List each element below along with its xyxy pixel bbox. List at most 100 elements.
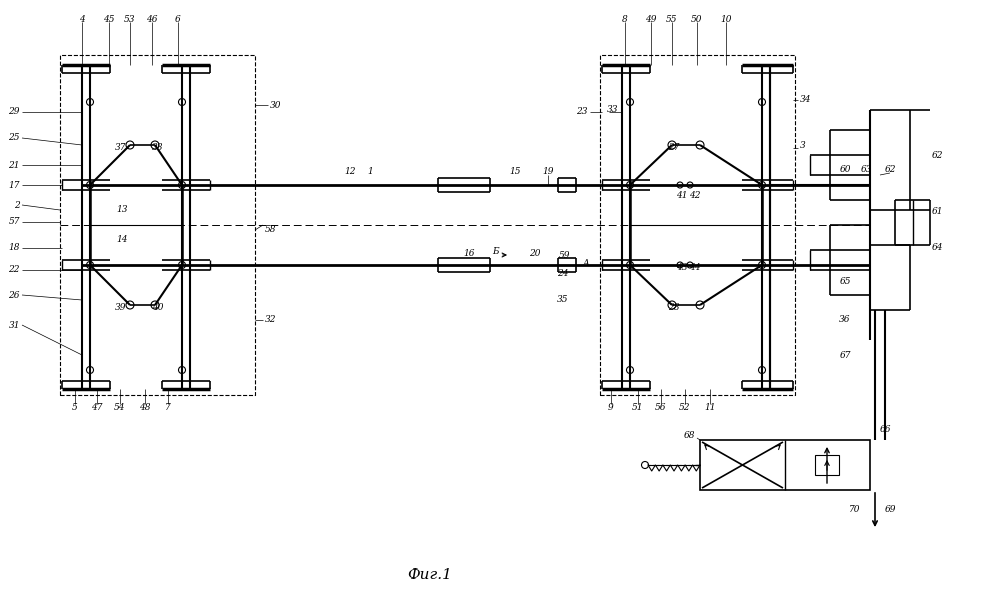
Circle shape	[87, 98, 94, 106]
Circle shape	[627, 262, 634, 268]
Text: 15: 15	[509, 168, 521, 176]
Text: 32: 32	[265, 315, 276, 325]
Circle shape	[627, 182, 634, 188]
Text: 16: 16	[463, 249, 475, 259]
Text: 56: 56	[656, 403, 667, 412]
Text: 13: 13	[116, 206, 128, 215]
Text: 51: 51	[633, 403, 644, 412]
Text: 27: 27	[669, 143, 680, 152]
Circle shape	[687, 182, 693, 188]
Bar	[60, 55, 255, 395]
Text: 28: 28	[669, 304, 680, 312]
Text: 20: 20	[529, 249, 541, 259]
Circle shape	[179, 367, 186, 373]
Circle shape	[677, 262, 683, 268]
Text: 5: 5	[72, 403, 78, 412]
Circle shape	[87, 182, 94, 188]
Circle shape	[627, 367, 634, 373]
Text: 65: 65	[839, 278, 850, 287]
Circle shape	[151, 141, 159, 149]
Text: 25: 25	[9, 134, 20, 143]
Circle shape	[87, 367, 94, 373]
Text: А: А	[583, 259, 590, 268]
Text: 52: 52	[680, 403, 691, 412]
Circle shape	[758, 98, 765, 106]
Text: 37: 37	[115, 143, 126, 152]
Circle shape	[642, 462, 649, 468]
Text: 36: 36	[839, 315, 850, 325]
Circle shape	[696, 141, 704, 149]
Circle shape	[758, 367, 765, 373]
Circle shape	[668, 141, 676, 149]
Bar	[700, 440, 870, 490]
Text: 2: 2	[14, 201, 20, 209]
Text: 7: 7	[165, 403, 171, 412]
Circle shape	[179, 182, 186, 188]
Text: 41: 41	[677, 190, 688, 199]
Bar	[815, 455, 839, 475]
Circle shape	[179, 98, 186, 106]
Text: 34: 34	[800, 96, 811, 104]
Text: 21: 21	[9, 160, 20, 170]
Text: 31: 31	[9, 320, 20, 329]
Text: 53: 53	[124, 15, 136, 24]
Circle shape	[126, 301, 134, 309]
Text: 3: 3	[800, 140, 805, 149]
Text: 62: 62	[932, 151, 943, 159]
Text: 57: 57	[9, 218, 20, 226]
Text: 33: 33	[607, 106, 619, 115]
Text: 61: 61	[932, 207, 943, 217]
Text: 10: 10	[721, 15, 732, 24]
Text: 70: 70	[849, 506, 860, 514]
Text: 68: 68	[684, 431, 695, 439]
Text: 45: 45	[103, 15, 115, 24]
Text: 39: 39	[115, 304, 126, 312]
Circle shape	[758, 262, 765, 268]
Circle shape	[696, 301, 704, 309]
Text: 40: 40	[153, 304, 164, 312]
Text: 38: 38	[153, 143, 164, 152]
Text: 23: 23	[577, 107, 588, 117]
Text: Б: Б	[492, 248, 498, 256]
Circle shape	[627, 98, 634, 106]
Text: 60: 60	[839, 165, 850, 174]
Text: 44: 44	[690, 264, 701, 273]
Text: 12: 12	[344, 168, 355, 176]
Text: 55: 55	[667, 15, 678, 24]
Text: 9: 9	[608, 403, 614, 412]
Text: 6: 6	[175, 15, 181, 24]
Text: 4: 4	[79, 15, 85, 24]
Text: 50: 50	[692, 15, 703, 24]
Text: 17: 17	[9, 181, 20, 190]
Circle shape	[687, 262, 693, 268]
Text: 30: 30	[270, 101, 281, 110]
Text: 67: 67	[839, 351, 850, 359]
Text: Фиг.1: Фиг.1	[407, 568, 452, 582]
Text: 63: 63	[860, 165, 871, 174]
Text: 22: 22	[9, 265, 20, 275]
Text: 47: 47	[91, 403, 103, 412]
Text: 49: 49	[646, 15, 657, 24]
Text: 59: 59	[559, 251, 571, 259]
Text: 43: 43	[677, 264, 688, 273]
Text: 66: 66	[879, 426, 891, 434]
Circle shape	[151, 301, 159, 309]
Text: 62: 62	[884, 165, 896, 174]
Circle shape	[758, 182, 765, 188]
Text: 24: 24	[557, 270, 569, 279]
Circle shape	[126, 141, 134, 149]
Text: 48: 48	[140, 403, 151, 412]
Bar	[600, 55, 795, 395]
Text: 64: 64	[932, 243, 943, 253]
Text: 19: 19	[542, 168, 554, 176]
Text: 18: 18	[9, 243, 20, 253]
Text: 8: 8	[622, 15, 628, 24]
Text: 58: 58	[265, 226, 276, 234]
Text: 26: 26	[9, 290, 20, 300]
Text: 69: 69	[884, 506, 896, 514]
Text: 14: 14	[116, 235, 128, 245]
Text: 29: 29	[9, 107, 20, 117]
Circle shape	[87, 262, 94, 268]
Text: 35: 35	[557, 295, 569, 304]
Text: 42: 42	[690, 190, 701, 199]
